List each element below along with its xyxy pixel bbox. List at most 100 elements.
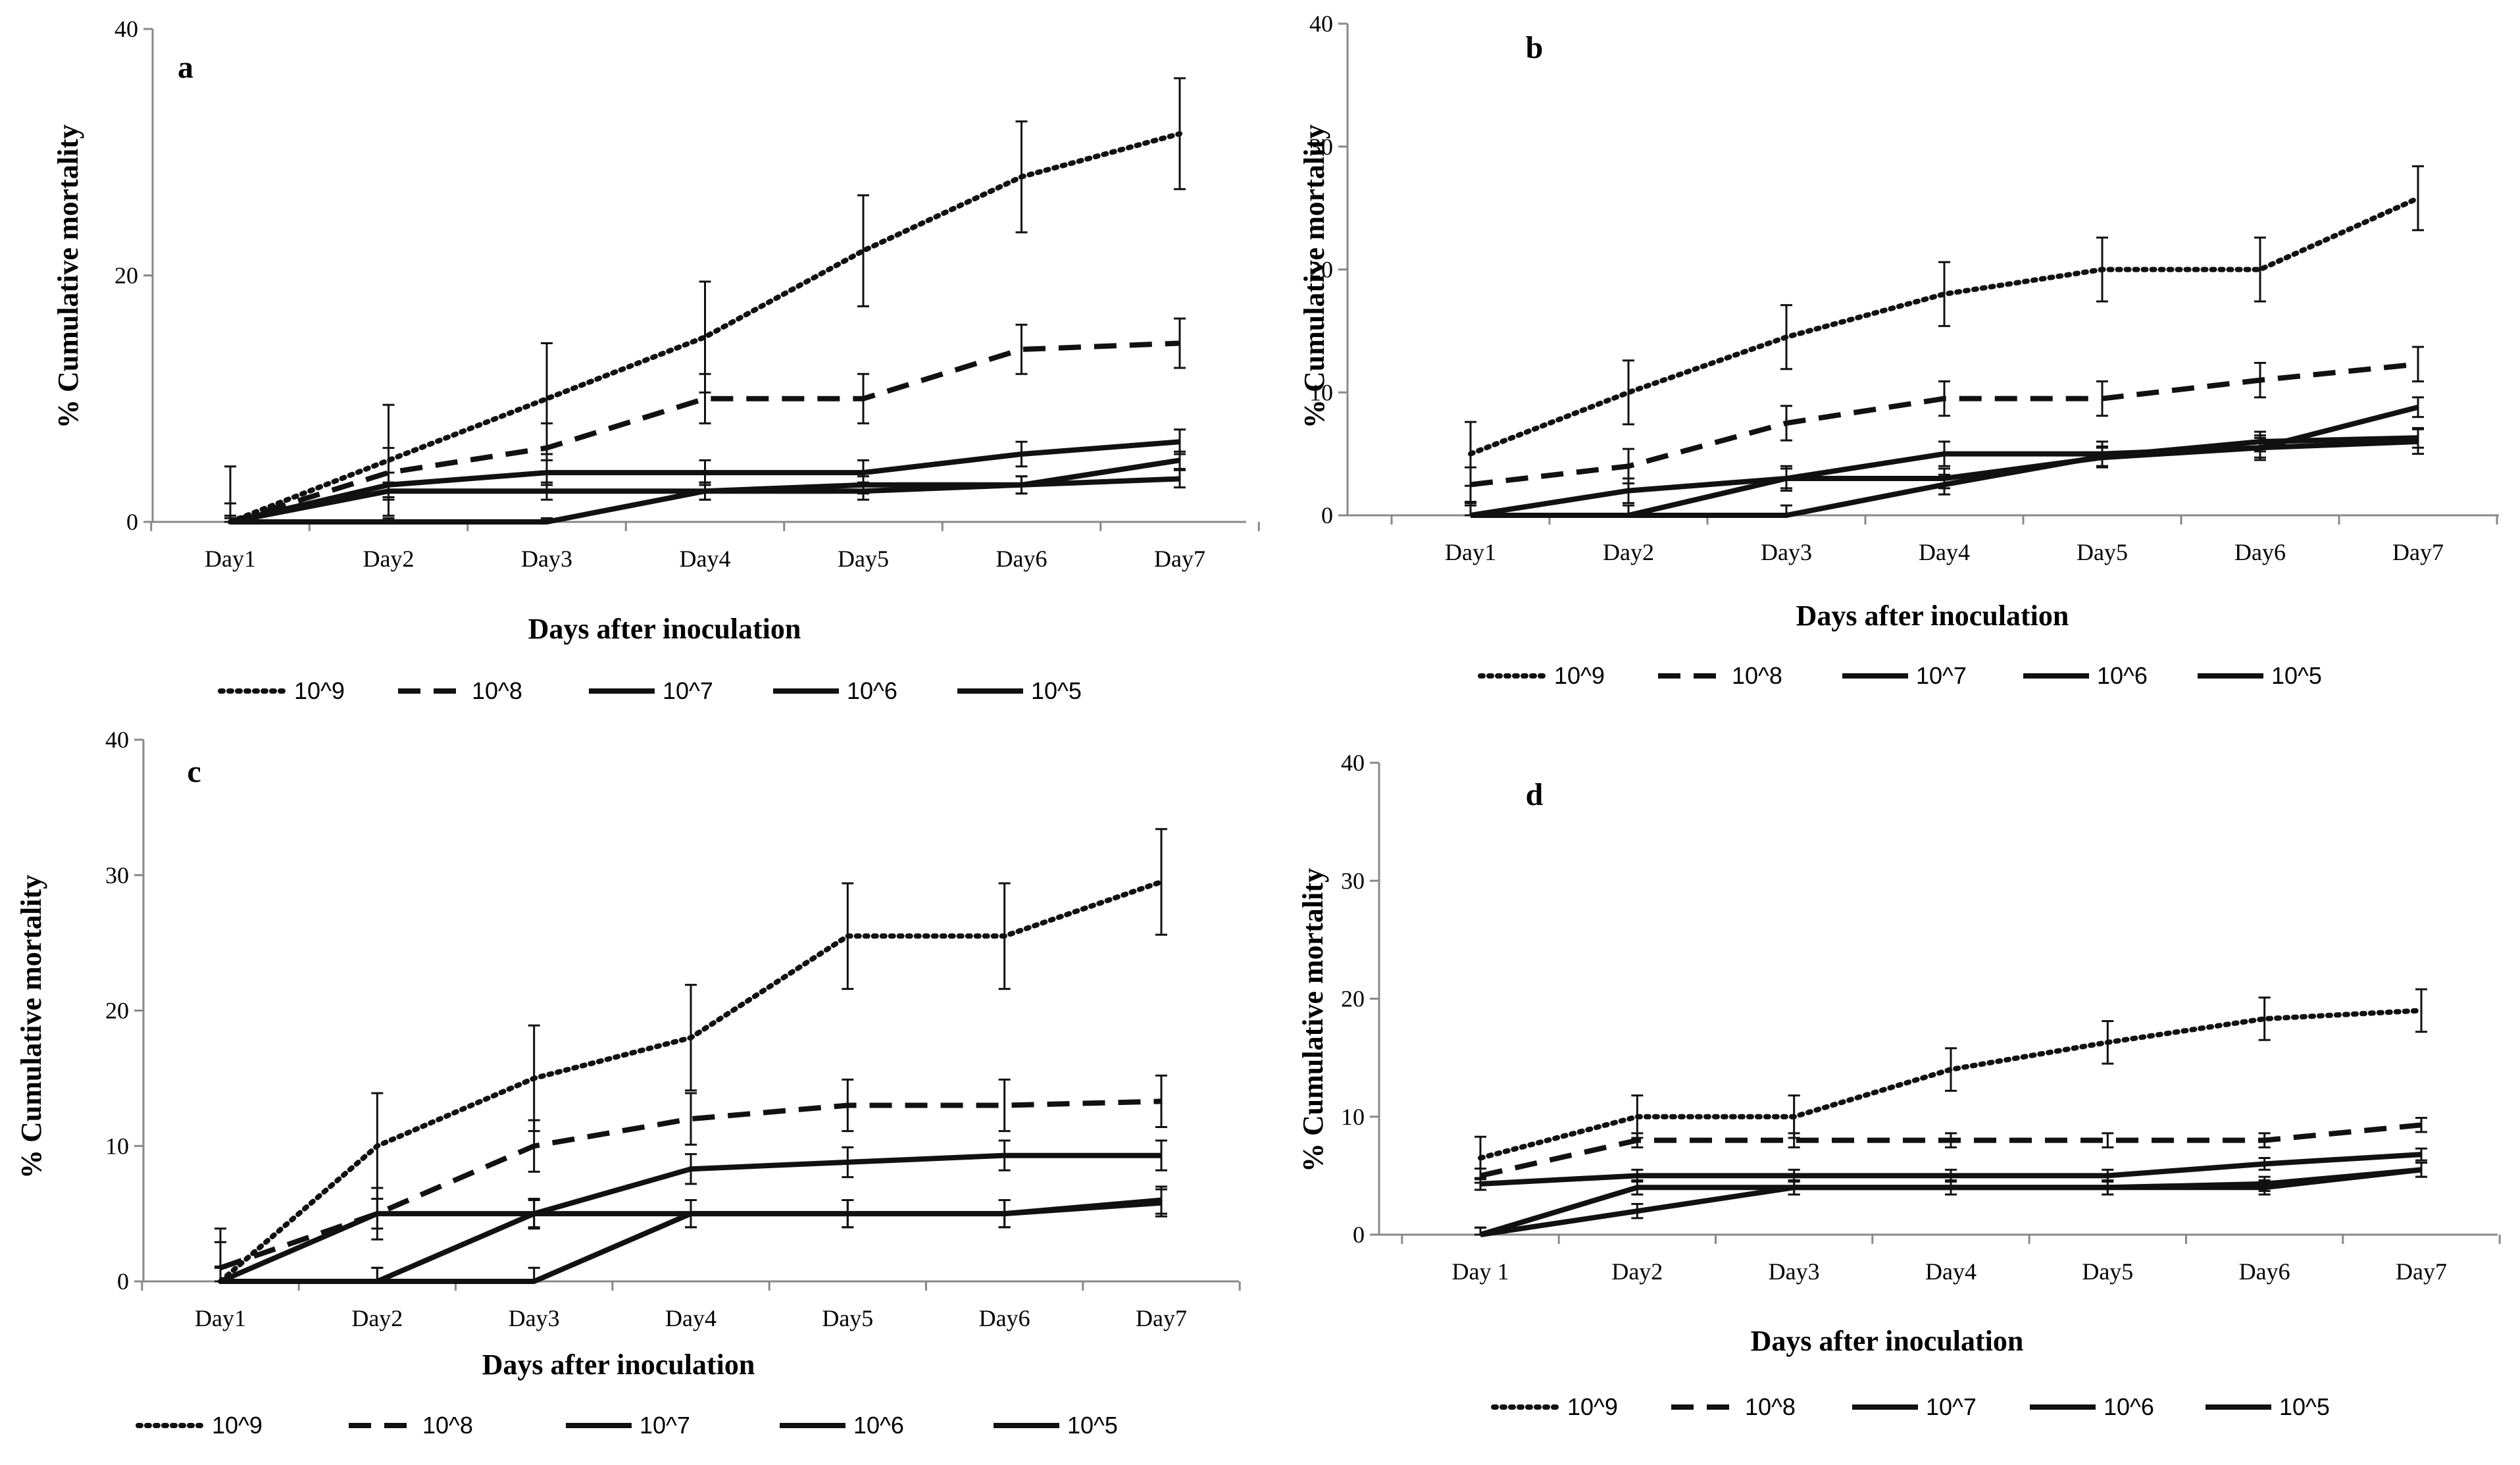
y-tick-label: 0 — [117, 1268, 129, 1295]
legend-label: 10^6 — [2097, 662, 2148, 689]
data-point — [690, 1037, 692, 1039]
y-tick-label: 40 — [1341, 750, 1365, 776]
data-point — [1628, 515, 1629, 516]
data-point — [847, 1161, 849, 1163]
x-tick-label: Day7 — [1154, 546, 1205, 572]
data-point — [1786, 422, 1787, 424]
series-10-5 — [1465, 426, 2424, 518]
series-10-5 — [1474, 1162, 2427, 1237]
y-axis-title: % Cumulative mortality — [52, 124, 84, 428]
data-point — [1480, 1157, 1481, 1159]
data-point — [1950, 1069, 1952, 1071]
data-point — [1003, 1213, 1005, 1215]
data-point — [1793, 1139, 1795, 1141]
data-point — [2259, 269, 2261, 270]
data-point — [533, 1145, 535, 1147]
data-point — [546, 447, 547, 449]
data-point — [2102, 398, 2103, 399]
series-10-9 — [1474, 988, 2427, 1181]
data-point — [690, 1168, 692, 1170]
data-point — [1161, 1154, 1162, 1156]
data-point — [1161, 1202, 1162, 1204]
data-point — [1793, 1187, 1795, 1189]
legend-label: 10^8 — [422, 1412, 473, 1439]
x-tick-label: Day1 — [195, 1305, 246, 1331]
data-point — [2107, 1139, 2109, 1141]
data-point — [2421, 1169, 2422, 1171]
y-axis-title: % Cumulative mortality — [15, 875, 47, 1179]
legend-label: 10^5 — [1031, 677, 1082, 704]
data-point — [2263, 1183, 2265, 1185]
data-point — [2259, 379, 2261, 381]
data-point — [863, 398, 864, 399]
data-point — [1003, 1104, 1005, 1106]
data-point — [847, 1213, 849, 1215]
data-point — [1003, 1154, 1005, 1156]
data-point — [376, 1213, 378, 1215]
legend: 10^9 10^8 10^7 10^6 10^5 — [1478, 662, 2322, 689]
data-point — [1003, 935, 1005, 937]
data-point — [1636, 1187, 1638, 1189]
series-10-8 — [1465, 346, 2424, 503]
panel-label: c — [187, 754, 201, 789]
data-point — [2263, 1017, 2265, 1019]
data-point — [1944, 453, 1945, 455]
data-point — [1628, 392, 1629, 394]
data-point — [1636, 1116, 1638, 1118]
series-10-5 — [214, 1188, 1167, 1284]
y-tick-label: 30 — [105, 862, 129, 888]
legend-label: 10^5 — [2271, 662, 2322, 689]
data-point — [1179, 478, 1180, 480]
legend-label: 10^6 — [853, 1412, 904, 1439]
data-point — [2107, 1041, 2109, 1043]
y-tick-label: 20 — [1309, 257, 1333, 283]
y-tick-label: 20 — [105, 998, 129, 1024]
data-point — [220, 1281, 221, 1282]
data-point — [376, 1145, 378, 1147]
data-point — [863, 250, 864, 252]
data-point — [1950, 1187, 1952, 1189]
data-point — [2417, 437, 2419, 439]
y-tick-label: 10 — [1341, 1104, 1365, 1130]
data-point — [847, 935, 849, 937]
x-tick-label: Day5 — [838, 546, 889, 572]
panel-a: 0 20 40 Day1 Day2 Day3 Day4 Day5 Day6 Day7 Days af… — [52, 16, 1260, 704]
legend-label: 10^7 — [1916, 662, 1967, 689]
x-tick-label: Day1 — [205, 546, 256, 572]
x-tick-label: Day2 — [1611, 1258, 1663, 1285]
data-point — [1179, 133, 1180, 135]
y-tick-label: 30 — [1309, 134, 1333, 160]
data-point — [2421, 1154, 2422, 1156]
x-tick-label: Day3 — [1761, 539, 1812, 565]
data-point — [546, 472, 547, 474]
y-tick-label: 40 — [1309, 11, 1333, 37]
data-point — [1021, 453, 1022, 455]
y-tick-label: 40 — [105, 727, 129, 753]
data-point — [847, 1104, 849, 1106]
data-point — [1470, 484, 1471, 486]
series-10-9 — [1465, 165, 2424, 487]
data-point — [1179, 441, 1180, 443]
data-point — [546, 521, 547, 523]
data-point — [388, 490, 390, 492]
data-point — [1161, 1100, 1162, 1102]
x-axis-title: Days after inoculation — [528, 613, 801, 645]
x-tick-label: Day3 — [521, 546, 572, 572]
legend: 10^9 10^8 10^7 10^6 10^5 — [1491, 1393, 2330, 1420]
legend-label: 10^5 — [1067, 1412, 1118, 1439]
y-tick-label: 20 — [1341, 986, 1365, 1012]
data-point — [546, 490, 547, 492]
x-tick-label: Day2 — [1603, 539, 1654, 565]
data-point — [704, 472, 706, 474]
data-point — [376, 1281, 378, 1282]
x-tick-label: Day4 — [1925, 1258, 1977, 1285]
y-tick-label: 0 — [1353, 1221, 1365, 1248]
legend-label: 10^5 — [2279, 1393, 2330, 1420]
x-tick-label: Day1 — [1445, 539, 1496, 565]
y-tick-label: 0 — [1321, 502, 1333, 528]
data-point — [1021, 484, 1022, 486]
y-tick-label: 10 — [1309, 379, 1333, 405]
x-tick-label: Day2 — [363, 546, 415, 572]
data-point — [388, 521, 390, 523]
data-point — [1480, 1234, 1481, 1235]
